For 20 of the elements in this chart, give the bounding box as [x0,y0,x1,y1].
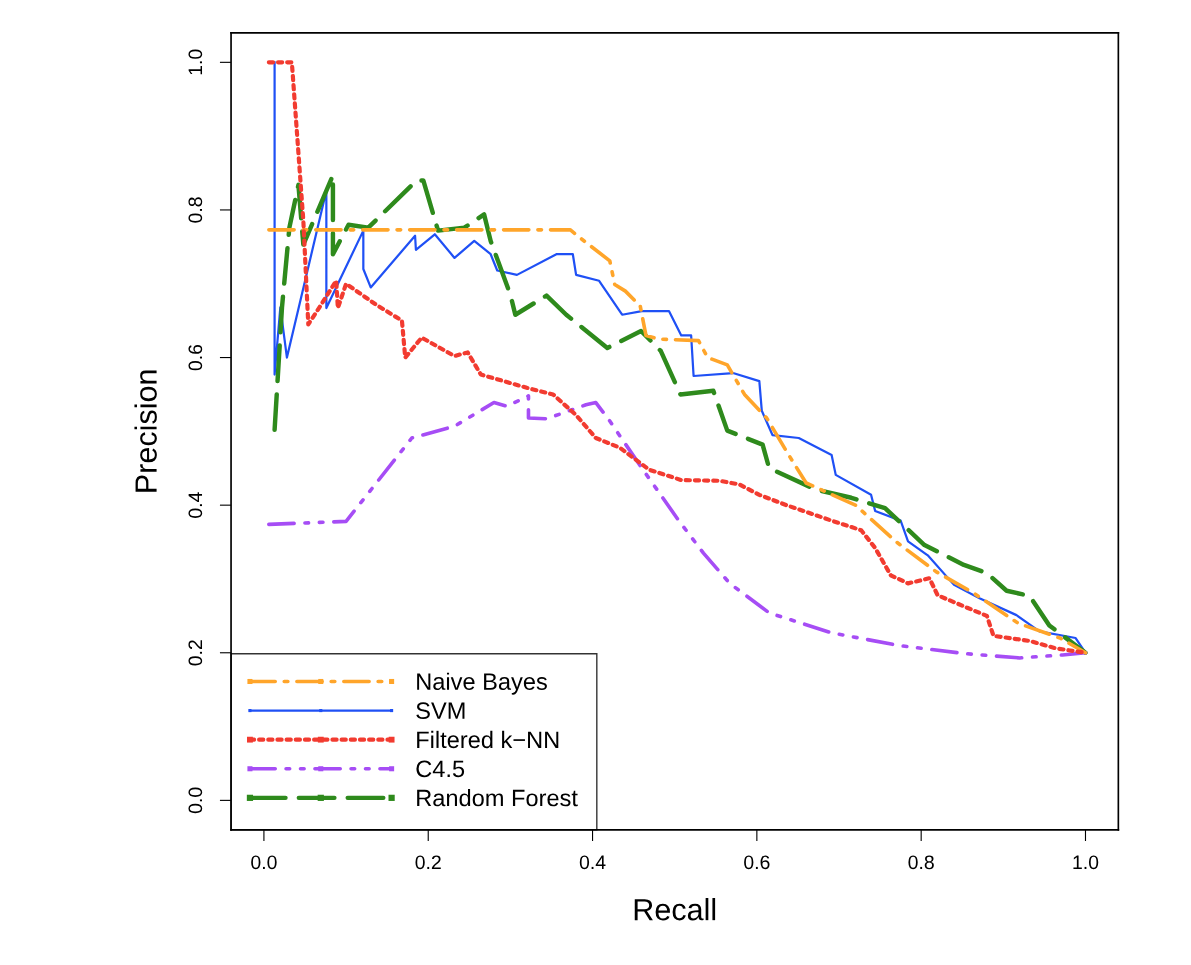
y-tick-label: 0.4 [188,492,203,518]
x-tick-label: 0.8 [908,855,934,870]
legend-label: C4.5 [416,760,465,778]
y-tick-label: 1.0 [188,49,203,75]
x-tick-label: 1.0 [1073,855,1099,870]
y-tick-label: 0.0 [188,787,203,814]
x-tick-label: 0.0 [251,855,277,870]
x-tick-label: 0.6 [744,855,770,870]
x-tick-label: 0.4 [579,855,606,870]
y-tick-label: 0.6 [188,344,203,371]
y-tick-label: 0.8 [188,197,203,223]
y-tick-label: 0.2 [188,640,203,666]
line-series [267,394,1088,660]
legend-label: Filtered k−NN [417,730,559,749]
legend-label: Naive Bayes [417,672,547,695]
x-axis-title: Recall [634,898,716,921]
legend-label: SVM [416,702,465,720]
x-tick-label: 0.2 [415,855,441,870]
y-axis-title: Precision [134,370,157,492]
legend-label: Random Forest [417,789,578,807]
